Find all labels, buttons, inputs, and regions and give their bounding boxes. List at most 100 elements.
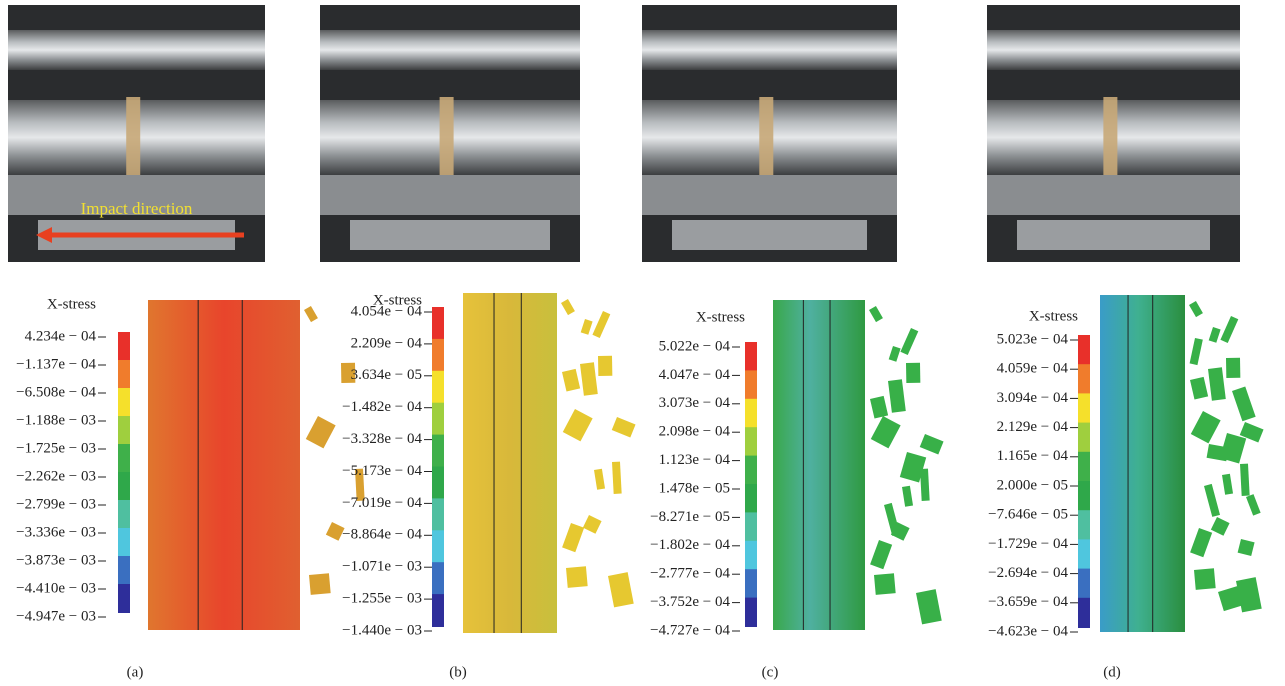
colorbar-segment	[1078, 393, 1090, 423]
specimen	[440, 97, 454, 177]
colorbar-segment	[118, 444, 130, 473]
colorbar-tick-label: −8.271e − 05	[650, 509, 730, 525]
colorbar-tick-label: 3.094e − 04	[997, 390, 1069, 406]
colorbar-segment	[745, 569, 757, 598]
debris	[888, 379, 906, 412]
colorbar-segment	[745, 370, 757, 399]
simulation	[463, 293, 557, 633]
rail	[642, 30, 897, 70]
colorbar-tick-label: −1.188e − 03	[16, 412, 96, 428]
colorbar-tick-label: −2.694e − 04	[988, 565, 1068, 581]
specimen	[126, 97, 140, 177]
debris	[916, 589, 942, 624]
colorbar-segment	[118, 584, 130, 613]
debris	[869, 306, 883, 322]
colorbar-tick-label: −1.482e − 04	[342, 399, 422, 415]
debris	[563, 409, 593, 441]
colorbar-tick-label: 1.165e − 04	[997, 448, 1069, 464]
debris	[583, 515, 602, 534]
colorbar-segment	[118, 528, 130, 557]
debris	[884, 503, 900, 536]
debris	[581, 319, 593, 335]
colorbar-tick-label: −4.410e − 03	[16, 580, 96, 596]
colorbar-segment	[432, 594, 444, 627]
colorbar-segment	[432, 435, 444, 468]
debris	[309, 573, 331, 595]
debris	[1236, 577, 1262, 612]
colorbar-segment	[118, 332, 130, 361]
colorbar-segment	[1078, 452, 1090, 482]
debris	[870, 540, 892, 569]
colorbar-title: X-stress	[47, 296, 96, 312]
colorbar-tick-label: 5.022e − 04	[659, 338, 731, 354]
simulation	[148, 300, 300, 630]
colorbar-segment	[118, 472, 130, 501]
simulation	[1100, 295, 1185, 632]
simulation	[773, 300, 865, 630]
colorbar-tick-label: −1.137e − 04	[16, 356, 96, 372]
colorbar-segment	[432, 530, 444, 563]
colorbar-tick-label: −7.646e − 05	[988, 507, 1068, 523]
debris	[906, 363, 920, 383]
colorbar-tick-label: −5.173e − 04	[342, 463, 422, 479]
specimen	[759, 97, 773, 177]
colorbar-segment	[118, 388, 130, 417]
colorbar-segment	[745, 512, 757, 541]
colorbar-tick-label: 2.098e − 04	[659, 424, 731, 440]
colorbar-tick-label: −4.623e − 04	[988, 623, 1068, 639]
colorbar-tick-label: −3.873e − 03	[16, 552, 96, 568]
colorbar-segment	[118, 556, 130, 585]
colorbar-tick-label: 1.478e − 05	[659, 480, 730, 496]
debris	[608, 572, 634, 607]
colorbar-segment	[1078, 598, 1090, 628]
debris	[1220, 316, 1238, 343]
colorbar-tick-label: −3.659e − 04	[988, 594, 1068, 610]
colorbar-tick-label: 4.047e − 04	[659, 367, 731, 383]
colorbar-tick-label: −4.727e − 04	[650, 622, 730, 638]
base	[642, 175, 897, 215]
debris	[1190, 338, 1203, 365]
colorbar-segment	[745, 399, 757, 428]
colorbar-tick-label: 3.073e − 04	[659, 395, 731, 411]
debris	[566, 566, 588, 588]
colorbar-tick-label: −2.777e − 04	[650, 566, 730, 582]
colorbar-segment	[1078, 423, 1090, 453]
debris	[1190, 377, 1208, 400]
colorbar-segment	[745, 598, 757, 627]
colorbar-tick-label: −8.864e − 04	[342, 527, 422, 543]
colorbar-tick-label: 4.059e − 04	[997, 361, 1069, 377]
debris	[592, 311, 610, 338]
colorbar-tick-label: −2.262e − 03	[16, 468, 96, 484]
panel-label: (b)	[449, 664, 467, 680]
panel-label: (c)	[762, 664, 779, 680]
colorbar-segment	[1078, 335, 1090, 365]
colorbar-segment	[1078, 481, 1090, 511]
colorbar-tick-label: −6.508e − 04	[16, 384, 96, 400]
debris	[1211, 517, 1230, 536]
annotation: Impact direction	[81, 199, 193, 218]
debris	[1226, 358, 1240, 378]
debris	[902, 486, 913, 507]
colorbar-tick-label: −1.729e − 04	[988, 536, 1068, 552]
colorbar-tick-label: 2.000e − 05	[997, 477, 1068, 493]
colorbar-tick-label: 1.123e − 04	[659, 452, 731, 468]
debris	[871, 416, 901, 448]
colorbar-segment	[432, 307, 444, 340]
rail	[987, 30, 1240, 70]
rail	[8, 30, 265, 70]
colorbar-tick-label: −7.019e − 04	[342, 495, 422, 511]
colorbar-tick-label: −3.752e − 04	[650, 594, 730, 610]
debris	[612, 462, 622, 494]
colorbar-segment	[432, 371, 444, 404]
colorbar-tick-label: −1.440e − 03	[342, 622, 422, 638]
rail	[320, 30, 580, 70]
debris	[1191, 411, 1221, 443]
debris	[1238, 539, 1255, 556]
colorbar-tick-label: −3.328e − 04	[342, 431, 422, 447]
colorbar-segment	[1078, 364, 1090, 394]
colorbar-segment	[432, 498, 444, 531]
debris	[1232, 386, 1256, 421]
debris	[889, 346, 901, 362]
debris	[562, 523, 584, 552]
colorbar-tick-label: −1.071e − 03	[342, 559, 422, 575]
